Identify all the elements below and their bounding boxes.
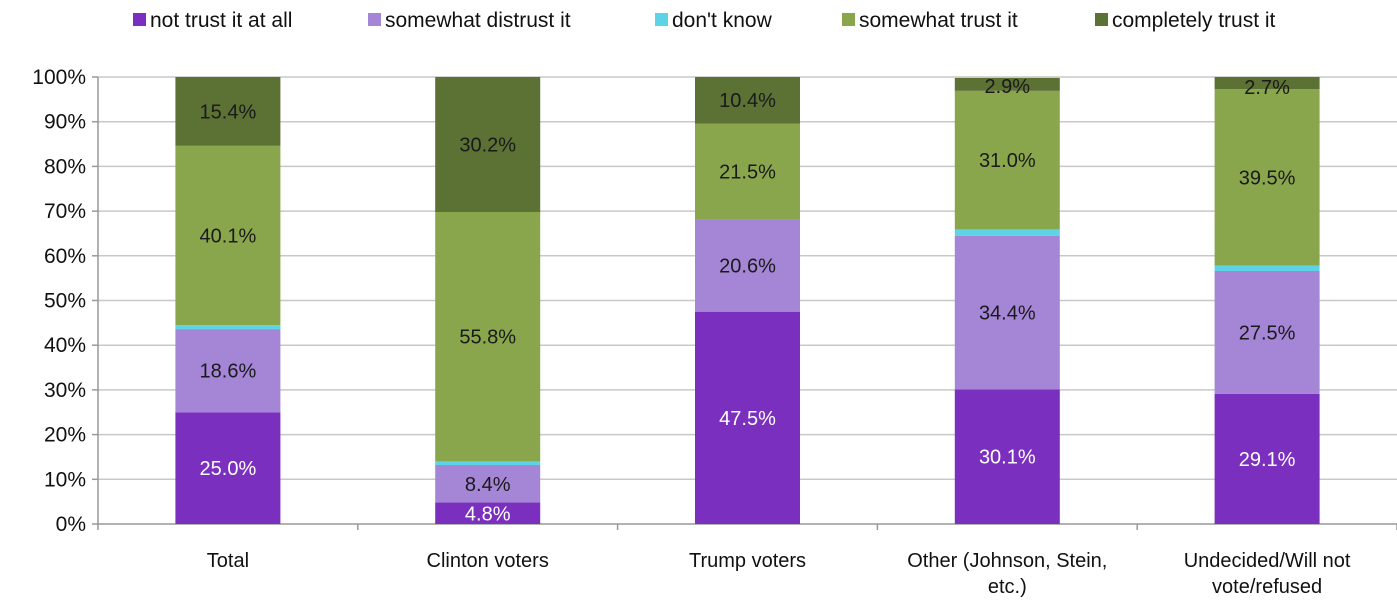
- bar-segment-3-0: [954, 389, 1060, 524]
- data-label-0-1: 18.6%: [200, 361, 257, 383]
- legend-label-2: don't know: [672, 9, 773, 32]
- bar-segment-1-3: [435, 211, 541, 462]
- data-label-3-3: 31.0%: [979, 150, 1036, 172]
- y-tick-label-6: 60%: [44, 245, 86, 268]
- data-label-3-4: 2.9%: [985, 76, 1031, 98]
- bar-segment-4-3: [1214, 89, 1320, 266]
- legend-label-3: somewhat trust it: [859, 9, 1018, 32]
- bar-segment-0-3: [175, 145, 281, 326]
- data-label-0-4: 15.4%: [200, 101, 257, 123]
- data-label-2-0: 47.5%: [719, 408, 776, 430]
- x-category-label-4-1: vote/refused: [1212, 576, 1322, 598]
- bar-segment-3-2: [954, 229, 1060, 236]
- legend-swatch-0: [133, 13, 146, 26]
- legend-swatch-3: [842, 13, 855, 26]
- data-label-1-0: 4.8%: [465, 503, 511, 525]
- data-label-2-3: 21.5%: [719, 162, 776, 184]
- x-category-label-0-0: Total: [207, 550, 249, 572]
- legend-swatch-2: [655, 13, 668, 26]
- data-label-1-4: 30.2%: [459, 134, 516, 156]
- bar-segment-2-1: [695, 219, 800, 312]
- data-label-3-0: 30.1%: [979, 447, 1036, 469]
- bar-segment-1-0: [435, 502, 541, 524]
- y-tick-label-5: 50%: [44, 290, 86, 313]
- bar-segment-4-2: [1214, 265, 1320, 271]
- bar-segment-2-3: [695, 123, 800, 220]
- data-label-4-3: 39.5%: [1239, 167, 1296, 189]
- x-category-label-4-0: Undecided/Will not: [1184, 550, 1351, 572]
- y-tick-label-1: 10%: [44, 468, 86, 491]
- legend-label-0: not trust it at all: [150, 9, 292, 32]
- x-axis: Total Clinton voters Trump voters Other (Jo…: [97, 524, 1397, 598]
- data-label-0-0: 25.0%: [200, 458, 257, 480]
- legend-swatch-4: [1095, 13, 1108, 26]
- bar-segment-1-2: [435, 461, 541, 465]
- y-tick-label-3: 30%: [44, 379, 86, 402]
- x-category-label-1-0: Clinton voters: [427, 550, 549, 572]
- bar-segment-0-1: [175, 329, 281, 413]
- data-label-1-1: 8.4%: [465, 474, 511, 496]
- data-label-2-1: 20.6%: [719, 256, 776, 278]
- y-tick-label-0: 0%: [56, 513, 86, 536]
- legend: not trust it at all somewhat distrust it d…: [133, 9, 1276, 32]
- data-label-2-4: 10.4%: [719, 90, 776, 112]
- bar-segment-4-4: [1214, 77, 1320, 90]
- bar-segment-4-1: [1214, 270, 1320, 394]
- y-tick-label-8: 80%: [44, 155, 86, 178]
- bars: 25.0% 18.6% 40.1% 15.4% 4.8% 8.4% 55.8% 30.2% 47…: [175, 76, 1320, 525]
- data-label-0-3: 40.1%: [200, 225, 257, 247]
- data-label-3-1: 34.4%: [979, 303, 1036, 325]
- bar-segment-2-4: [695, 77, 800, 124]
- x-category-label-2-0: Trump voters: [689, 550, 806, 572]
- y-tick-label-10: 100%: [32, 66, 86, 89]
- y-axis: 0% 10% 20% 30% 40% 50% 60% 70% 80% 90% 100%: [32, 66, 99, 536]
- bar-segment-0-0: [175, 412, 281, 524]
- data-label-4-4: 2.7%: [1244, 77, 1290, 99]
- x-category-label-3-1: etc.): [988, 576, 1027, 598]
- data-label-4-1: 27.5%: [1239, 322, 1296, 344]
- bar-segment-3-3: [954, 90, 1060, 230]
- legend-label-1: somewhat distrust it: [385, 9, 571, 32]
- bar-segment-0-2: [175, 325, 281, 330]
- bar-segment-1-1: [435, 464, 541, 503]
- y-tick-label-9: 90%: [44, 111, 86, 134]
- data-label-1-3: 55.8%: [459, 327, 516, 349]
- y-tick-label-2: 20%: [44, 424, 86, 447]
- data-label-4-0: 29.1%: [1239, 449, 1296, 471]
- bar-segment-2-0: [695, 311, 800, 524]
- bar-segment-3-1: [954, 235, 1060, 390]
- y-tick-label-7: 70%: [44, 200, 86, 223]
- bar-segment-0-4: [175, 77, 281, 146]
- bar-segment-3-4: [954, 77, 1060, 91]
- x-category-label-3-0: Other (Johnson, Stein,: [907, 550, 1107, 572]
- legend-swatch-1: [368, 13, 381, 26]
- bar-segment-4-0: [1214, 393, 1320, 524]
- legend-label-4: completely trust it: [1112, 9, 1276, 32]
- bar-segment-1-4: [435, 77, 541, 212]
- y-tick-label-4: 40%: [44, 334, 86, 357]
